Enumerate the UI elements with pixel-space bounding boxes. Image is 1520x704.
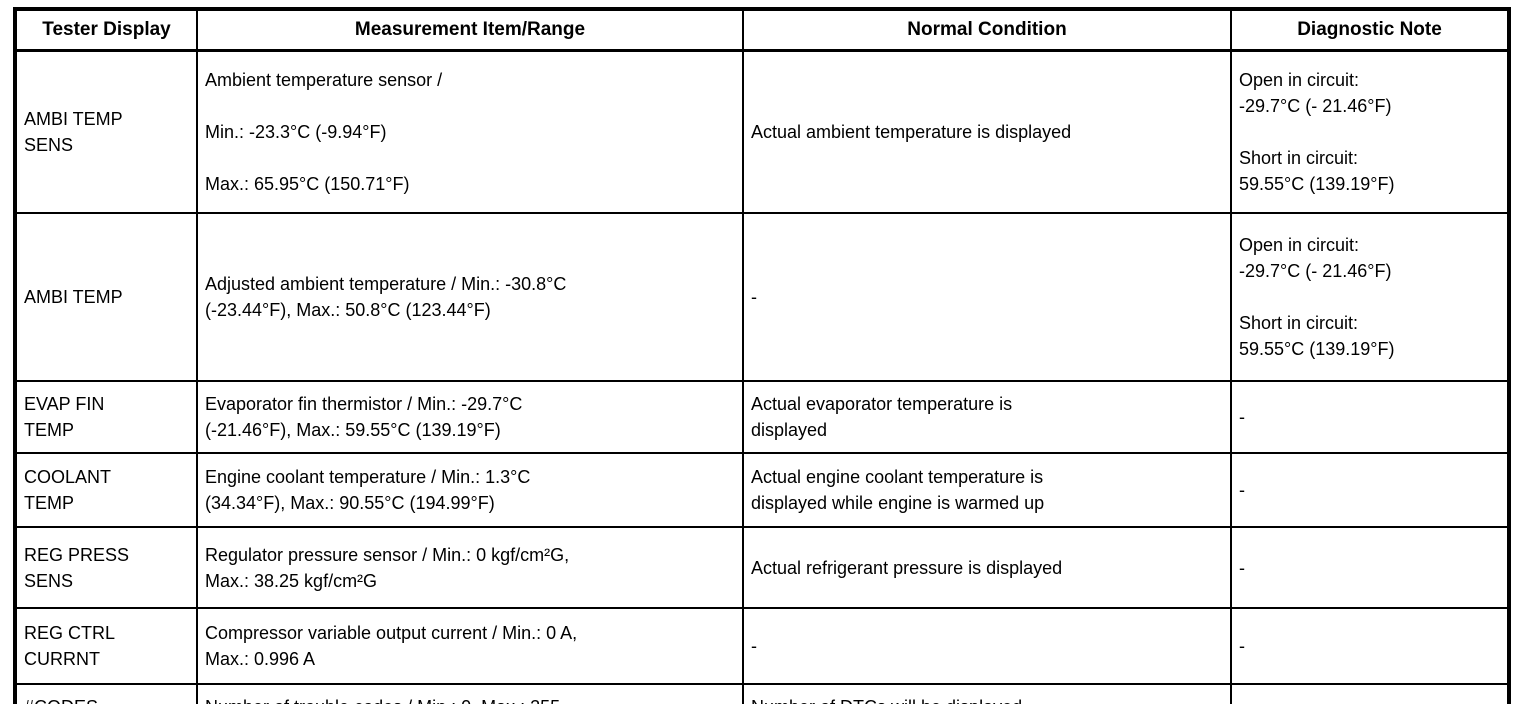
cell-normal-condition: Actual refrigerant pressure is displayed (742, 526, 1232, 609)
cell-measurement-item-range: Adjusted ambient temperature / Min.: -30… (196, 212, 744, 382)
cell-normal-condition: - (742, 212, 1232, 382)
table-row: AMBI TEMP SENS Ambient temperature senso… (14, 49, 1510, 214)
cell-normal-condition: - (742, 607, 1232, 685)
cell-diagnostic-note: - (1230, 380, 1510, 454)
col-header-diagnostic-note: Diagnostic Note (1230, 8, 1510, 52)
cell-measurement-item-range: Ambient temperature sensor / Min.: -23.3… (196, 49, 744, 214)
cell-measurement-item-range: Engine coolant temperature / Min.: 1.3°C… (196, 452, 744, 528)
cell-diagnostic-note: - (1230, 683, 1510, 704)
table-row: COOLANT TEMP Engine coolant temperature … (14, 452, 1510, 528)
cell-measurement-item-range: Evaporator fin thermistor / Min.: -29.7°… (196, 380, 744, 454)
cell-measurement-item-range: Regulator pressure sensor / Min.: 0 kgf/… (196, 526, 744, 609)
cell-diagnostic-note: - (1230, 526, 1510, 609)
cell-tester-display: AMBI TEMP (14, 212, 198, 382)
cell-tester-display: COOLANT TEMP (14, 452, 198, 528)
cell-tester-display: REG CTRL CURRNT (14, 607, 198, 685)
cell-measurement-item-range: Number of trouble codes / Min.: 0, Max.:… (196, 683, 744, 704)
cell-normal-condition: Actual engine coolant temperature is dis… (742, 452, 1232, 528)
col-header-tester-display: Tester Display (14, 8, 198, 52)
cell-tester-display: #CODES (14, 683, 198, 704)
cell-normal-condition: Actual evaporator temperature is display… (742, 380, 1232, 454)
cell-normal-condition: Actual ambient temperature is displayed (742, 49, 1232, 214)
cell-tester-display: EVAP FIN TEMP (14, 380, 198, 454)
cell-diagnostic-note: Open in circuit: -29.7°C (- 21.46°F) Sho… (1230, 49, 1510, 214)
cell-diagnostic-note: Open in circuit: -29.7°C (- 21.46°F) Sho… (1230, 212, 1510, 382)
table-row: REG PRESS SENS Regulator pressure sensor… (14, 526, 1510, 609)
col-header-normal-condition: Normal Condition (742, 8, 1232, 52)
table-header-row: Tester Display Measurement Item/Range No… (14, 8, 1510, 52)
cell-diagnostic-note: - (1230, 452, 1510, 528)
cell-tester-display: REG PRESS SENS (14, 526, 198, 609)
cell-normal-condition: Number of DTCs will be displayed (742, 683, 1232, 704)
col-header-measurement-item-range: Measurement Item/Range (196, 8, 744, 52)
diagnostic-data-table: Tester Display Measurement Item/Range No… (13, 7, 1511, 704)
table-row: #CODES Number of trouble codes / Min.: 0… (14, 683, 1510, 704)
table-row: EVAP FIN TEMP Evaporator fin thermistor … (14, 380, 1510, 454)
service-manual-page: Tester Display Measurement Item/Range No… (0, 7, 1520, 704)
table-row: REG CTRL CURRNT Compressor variable outp… (14, 607, 1510, 685)
cell-tester-display: AMBI TEMP SENS (14, 49, 198, 214)
cell-diagnostic-note: - (1230, 607, 1510, 685)
cell-measurement-item-range: Compressor variable output current / Min… (196, 607, 744, 685)
table-row: AMBI TEMP Adjusted ambient temperature /… (14, 212, 1510, 382)
